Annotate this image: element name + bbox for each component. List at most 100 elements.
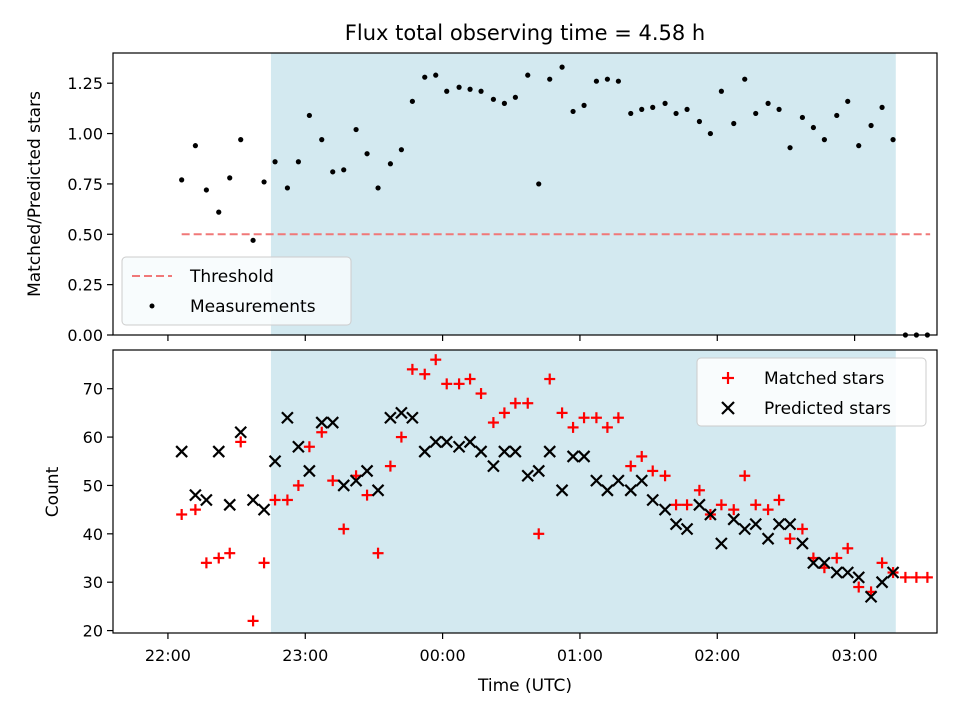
predicted-legend-label: Predicted stars (764, 399, 891, 419)
matched-star-marker (269, 494, 281, 506)
matched-star-marker (762, 504, 774, 516)
matched-star-marker (625, 460, 637, 472)
measurement-point (512, 94, 518, 100)
matched-star-marker (213, 552, 225, 564)
predicted-star-marker (463, 435, 477, 449)
predicted-star-marker (371, 484, 385, 497)
measurement-point (673, 110, 679, 117)
measurement-point (718, 88, 724, 94)
predicted-star-marker (406, 411, 419, 425)
predicted-star-marker (852, 571, 865, 584)
measurement-point (559, 64, 565, 70)
measurement-point (375, 185, 381, 191)
measurement-point (261, 179, 267, 185)
matched-star-marker (281, 494, 293, 506)
matched-star-marker (636, 450, 648, 462)
bottom-y-ticks: 20 30 40 50 60 70 (83, 380, 113, 641)
predicted-star-marker (669, 517, 683, 531)
predicted-star-marker (601, 484, 614, 497)
y-tick-label: 1.00 (67, 125, 103, 144)
matched-star-marker (430, 354, 442, 366)
measurement-point (742, 76, 748, 82)
matched-stars-points (176, 354, 933, 627)
measurement-point (525, 72, 531, 78)
top-legend-box (121, 256, 352, 326)
y-tick-label: 30 (83, 573, 103, 592)
matched-star-marker (750, 499, 762, 511)
predicted-star-marker (175, 445, 188, 458)
matched-star-marker (578, 412, 590, 424)
predicted-star-marker (566, 450, 580, 463)
predicted-star-marker (474, 445, 488, 458)
matched-star-marker (921, 571, 933, 583)
predicted-star-marker (555, 484, 569, 497)
matched-star-marker (693, 484, 705, 496)
matched-star-marker (453, 378, 465, 390)
measurement-point (444, 88, 450, 94)
top-x-ticks (167, 335, 856, 341)
predicted-star-marker (532, 464, 546, 478)
predicted-star-marker (234, 425, 247, 439)
chart-title: Flux total observing time = 4.58 h (345, 21, 705, 45)
measurement-point (364, 151, 370, 157)
x-tick-label: 22:00 (145, 646, 191, 665)
predicted-star-marker (487, 459, 500, 473)
predicted-star-marker (303, 464, 316, 478)
predicted-star-marker (326, 416, 340, 429)
bottom-legend: Matched stars Predicted stars (696, 357, 927, 427)
bottom-panel: 20 30 40 50 60 70 22:00 23:00 00:00 01:00 02:00 03… (43, 349, 938, 696)
matched-star-marker (441, 378, 453, 390)
matched-star-marker (498, 407, 510, 419)
predicted-star-marker (543, 445, 556, 458)
measurement-point (845, 98, 851, 104)
measurement-point (879, 104, 885, 110)
measurement-point (821, 137, 827, 143)
top-legend: Threshold Measurements (121, 256, 352, 326)
y-tick-label: 0.00 (67, 326, 103, 345)
measurement-point (250, 237, 256, 243)
predicted-star-marker (384, 411, 397, 425)
measurement-point (593, 78, 600, 84)
matched-star-marker (842, 542, 854, 554)
threshold-legend-label: Threshold (189, 267, 274, 287)
y-tick-label: 0.50 (67, 225, 103, 244)
matched-star-marker (384, 460, 396, 472)
predicted-star-marker (246, 493, 260, 507)
measurement-point (776, 106, 782, 112)
measurement-point (536, 181, 542, 187)
measurement-point (765, 100, 771, 106)
matched-star-marker (796, 523, 808, 535)
measurement-point (272, 159, 278, 165)
matched-star-marker (544, 373, 556, 385)
predicted-star-marker (886, 566, 900, 579)
predicted-star-marker (693, 498, 706, 512)
matched-star-marker (509, 397, 521, 409)
predicted-star-marker (268, 454, 282, 468)
measurement-point (295, 159, 301, 165)
matched-star-marker (601, 421, 613, 433)
predicted-star-marker (796, 537, 809, 550)
predicted-star-marker (590, 474, 603, 487)
measurement-point (433, 72, 439, 78)
measurement-point (238, 137, 244, 143)
measurement-point (467, 86, 473, 92)
matched-star-marker (715, 499, 727, 511)
measurement-point (787, 145, 793, 151)
predicted-legend-swatch (721, 401, 735, 415)
predicted-star-marker (452, 440, 466, 454)
predicted-star-marker (635, 474, 649, 487)
measurement-point (179, 177, 185, 183)
predicted-star-marker (612, 474, 625, 487)
predicted-star-marker (772, 517, 786, 531)
matched-star-marker (784, 533, 796, 545)
predicted-star-marker (292, 440, 305, 454)
measurement-point (203, 187, 209, 193)
measurement-point (684, 106, 690, 112)
measurement-point (284, 185, 291, 191)
measurement-point (216, 209, 222, 215)
predicted-star-marker (360, 464, 374, 478)
matched-star-marker (556, 407, 568, 419)
predicted-star-marker (521, 469, 535, 483)
measurement-point (547, 76, 553, 82)
y-tick-label: 60 (83, 428, 103, 447)
